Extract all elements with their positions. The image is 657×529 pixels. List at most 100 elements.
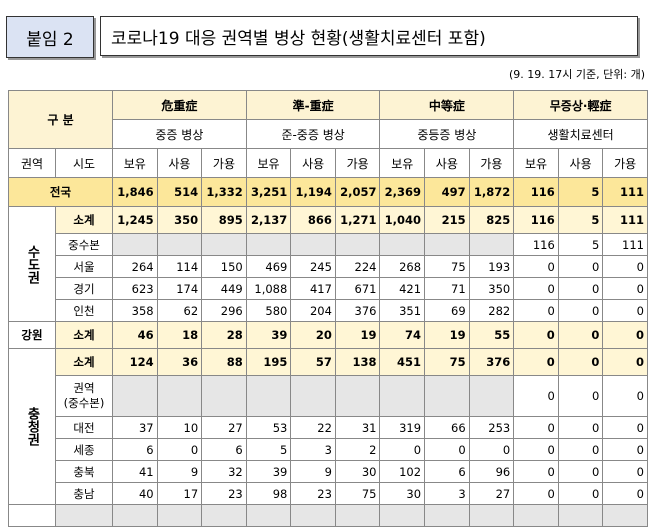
value-cell: 0 [602, 255, 648, 278]
value-cell: 96 [468, 460, 515, 483]
measure-header: 가용 [468, 148, 515, 178]
value-cell: 98 [245, 482, 292, 505]
value-cell: 75 [424, 348, 470, 376]
value-cell: 0 [602, 482, 648, 505]
table-row: 경기 623 174 449 1,088 417 671 421 71 350 0 0 0 [9, 277, 648, 300]
value-cell: 895 [201, 206, 247, 234]
value-cell: 866 [290, 206, 336, 234]
empty-cell [602, 504, 648, 527]
value-cell: 27 [468, 482, 515, 505]
empty-cell [290, 504, 336, 527]
empty-cell [424, 233, 470, 256]
value-cell: 0 [557, 460, 604, 483]
measure-header: 사용 [156, 148, 203, 178]
row-name: 인천 [54, 299, 114, 322]
value-cell: 150 [201, 255, 247, 278]
page-title: 코로나19 대응 권역별 병상 현황(생활치료센터 포함) [100, 16, 638, 56]
value-cell: 469 [245, 255, 292, 278]
value-cell: 17 [156, 482, 203, 505]
value-cell: 9 [156, 460, 203, 483]
empty-cell [557, 504, 604, 527]
empty-cell [8, 504, 56, 527]
value-cell: 215 [424, 206, 470, 234]
value-cell: 0 [424, 438, 470, 461]
value-cell: 0 [557, 348, 604, 376]
empty-cell [201, 504, 247, 527]
empty-cell [334, 233, 381, 256]
value-cell: 0 [513, 375, 559, 417]
table-row: 대전 37 10 27 53 22 31 319 66 253 0 0 0 [9, 416, 648, 439]
value-cell: 0 [513, 416, 559, 439]
value-cell: 0 [513, 255, 559, 278]
value-cell: 138 [334, 348, 381, 376]
value-cell: 0 [513, 460, 559, 483]
table-row: 권역 (중수본) 0 0 0 [9, 375, 648, 417]
group-header: 準-重症 [245, 90, 381, 120]
value-cell: 18 [156, 321, 203, 349]
value-cell: 0 [602, 277, 648, 300]
value-cell: 0 [513, 321, 559, 349]
value-cell: 514 [156, 177, 203, 207]
value-cell: 0 [602, 321, 648, 349]
value-cell: 5 [557, 233, 604, 256]
value-cell: 32 [201, 460, 247, 483]
value-cell: 0 [557, 482, 604, 505]
empty-cell [112, 375, 158, 417]
row-name: 중수본 [54, 233, 114, 256]
value-cell: 3 [290, 438, 336, 461]
value-cell: 204 [290, 299, 336, 322]
group-header: 中等症 [379, 90, 515, 120]
value-cell: 350 [468, 277, 515, 300]
value-cell: 5 [557, 206, 604, 234]
value-cell: 40 [112, 482, 158, 505]
measure-header: 보유 [513, 148, 559, 178]
value-cell: 0 [513, 299, 559, 322]
value-cell: 20 [290, 321, 336, 349]
value-cell: 116 [513, 177, 559, 207]
value-cell: 6 [112, 438, 158, 461]
table-row: 권역 시도 보유 사용 가용 보유 사용 가용 보유 사용 가용 보유 사용 가용 [8, 148, 648, 178]
value-cell: 825 [468, 206, 515, 234]
value-cell: 71 [424, 277, 470, 300]
value-cell: 9 [290, 460, 336, 483]
region-name: 충청권 [8, 348, 56, 505]
value-cell: 5 [557, 177, 604, 207]
row-name: 소계 [54, 206, 114, 234]
value-cell: 0 [602, 416, 648, 439]
empty-cell [424, 504, 470, 527]
value-cell: 69 [424, 299, 470, 322]
value-cell: 102 [379, 460, 426, 483]
value-cell: 417 [290, 277, 336, 300]
measure-header: 사용 [290, 148, 336, 178]
value-cell: 111 [602, 233, 648, 256]
value-cell: 10 [156, 416, 203, 439]
value-cell: 3 [424, 482, 470, 505]
group-subheader: 중증 병상 [112, 119, 247, 149]
value-cell: 23 [290, 482, 336, 505]
empty-cell [424, 375, 470, 417]
measure-header: 사용 [557, 148, 604, 178]
value-cell: 0 [602, 299, 648, 322]
value-cell: 88 [201, 348, 247, 376]
empty-cell [334, 504, 381, 527]
value-cell: 0 [513, 348, 559, 376]
value-cell: 74 [379, 321, 426, 349]
value-cell: 253 [468, 416, 515, 439]
value-cell: 0 [602, 375, 648, 417]
region-name: 수도권 [8, 206, 56, 322]
value-cell: 0 [557, 375, 604, 417]
table-row [8, 504, 648, 527]
value-cell: 39 [245, 321, 292, 349]
value-cell: 55 [468, 321, 515, 349]
empty-cell [379, 233, 426, 256]
empty-cell [513, 504, 559, 527]
value-cell: 2,369 [379, 177, 426, 207]
value-cell: 6 [201, 438, 247, 461]
value-cell: 111 [602, 177, 648, 207]
empty-cell [54, 504, 114, 527]
value-cell: 376 [334, 299, 381, 322]
value-cell: 116 [513, 206, 559, 234]
value-cell: 0 [557, 255, 604, 278]
group-label: 구 분 [7, 90, 114, 149]
value-cell: 0 [557, 416, 604, 439]
